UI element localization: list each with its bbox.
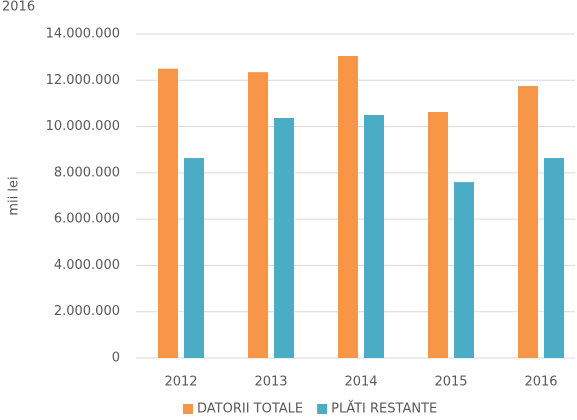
y-tick-label: 0 [112, 351, 120, 366]
y-tick-label: 10.000.000 [46, 119, 120, 134]
y-tick-label: 8.000.000 [54, 165, 120, 180]
bar [454, 182, 474, 358]
legend-swatch [317, 404, 328, 414]
legend-label: PLĂTI RESTANTE [331, 401, 437, 417]
bar [544, 158, 564, 358]
y-tick-label: 6.000.000 [54, 212, 120, 227]
bar [184, 158, 204, 358]
bar [248, 72, 268, 358]
y-tick-label: 4.000.000 [54, 258, 120, 273]
x-tick-label: 2013 [254, 375, 287, 390]
bar [158, 68, 178, 358]
bar [364, 115, 384, 358]
bar [338, 55, 358, 358]
y-axis-label: mii lei [7, 176, 22, 215]
legend-swatch [183, 404, 193, 414]
x-tick-label: 2012 [164, 375, 197, 390]
x-tick-label: 2016 [524, 375, 557, 390]
legend-label: DATORII TOTALE [197, 402, 303, 417]
x-tick-label: 2015 [434, 375, 467, 390]
bar [518, 86, 538, 359]
y-tick-label: 2.000.000 [54, 304, 120, 319]
y-tick-label: 12.000.000 [46, 73, 120, 88]
y-tick-label: 14.000.000 [46, 27, 120, 42]
chart-title: 2016 [2, 0, 35, 15]
bar [274, 118, 294, 358]
x-tick-label: 2014 [344, 375, 377, 390]
bar [428, 111, 448, 359]
